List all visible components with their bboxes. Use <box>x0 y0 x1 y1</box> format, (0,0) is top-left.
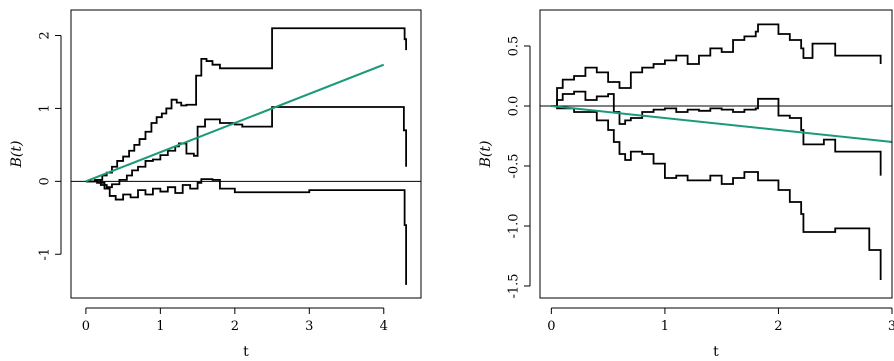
chart-panel-2: 0 1 2 3 -1.5 -1.0 -0.5 0.0 0.5 t B(t) <box>478 9 894 360</box>
x-tick-label: 2 <box>231 319 239 334</box>
series-path-3 <box>551 105 882 280</box>
series-path-2 <box>551 90 882 176</box>
x-tick-label: 2 <box>774 319 782 334</box>
x-tick-label: 0 <box>547 319 555 334</box>
y-tick-label: 0.0 <box>507 96 522 117</box>
y-axis-label: B(t) <box>478 141 494 169</box>
series-path-3 <box>85 178 408 285</box>
y-tick-label: 2 <box>38 31 53 39</box>
y-tick-label: 1 <box>38 104 53 112</box>
x-tick-label: 0 <box>82 319 90 334</box>
trend-line <box>551 105 893 143</box>
y-axis-label: B(t) <box>9 141 25 169</box>
x-axis-label: t <box>713 344 719 360</box>
y-tick-label: -1.0 <box>507 213 522 238</box>
y-tick-label: -1 <box>38 248 53 261</box>
y-tick-label: 0.5 <box>507 36 522 57</box>
trend-line <box>85 63 385 183</box>
x-axis-label: t <box>243 344 249 360</box>
x-tick-label: 1 <box>661 319 669 334</box>
plot-frame <box>70 9 422 299</box>
x-tick-label: 1 <box>156 319 164 334</box>
y-tick-label: -0.5 <box>507 153 522 178</box>
y-tick-label: 0 <box>38 177 53 185</box>
x-tick-label: 3 <box>305 319 313 334</box>
x-tick-label: 4 <box>380 319 388 334</box>
plot-frame <box>539 9 893 299</box>
y-tick-label: -1.5 <box>507 273 522 298</box>
series-path-1 <box>85 27 408 183</box>
x-tick-label: 3 <box>888 319 894 334</box>
series-path-1 <box>551 23 882 107</box>
